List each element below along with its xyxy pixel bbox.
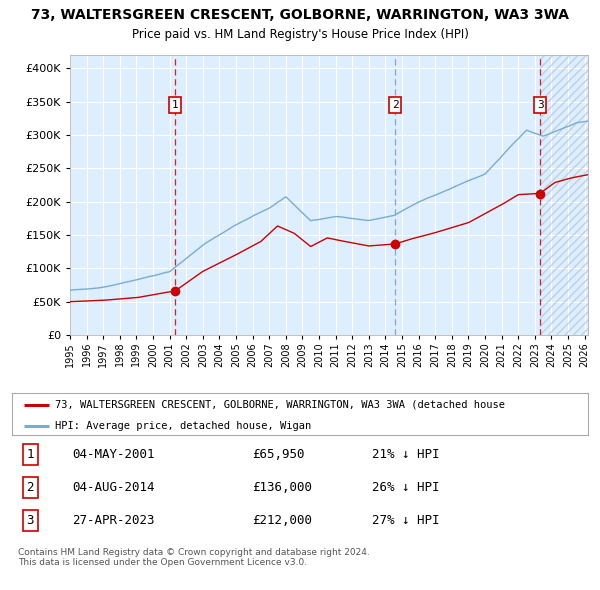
- Text: 26% ↓ HPI: 26% ↓ HPI: [372, 481, 439, 494]
- Text: 04-AUG-2014: 04-AUG-2014: [72, 481, 155, 494]
- Text: 3: 3: [26, 514, 34, 527]
- Text: Contains HM Land Registry data © Crown copyright and database right 2024.
This d: Contains HM Land Registry data © Crown c…: [18, 548, 370, 568]
- Text: 3: 3: [537, 100, 544, 110]
- Text: 21% ↓ HPI: 21% ↓ HPI: [372, 448, 439, 461]
- Text: Price paid vs. HM Land Registry's House Price Index (HPI): Price paid vs. HM Land Registry's House …: [131, 28, 469, 41]
- Text: £212,000: £212,000: [252, 514, 312, 527]
- Text: 73, WALTERSGREEN CRESCENT, GOLBORNE, WARRINGTON, WA3 3WA: 73, WALTERSGREEN CRESCENT, GOLBORNE, WAR…: [31, 8, 569, 22]
- Text: 27-APR-2023: 27-APR-2023: [72, 514, 155, 527]
- Text: 1: 1: [172, 100, 179, 110]
- Text: HPI: Average price, detached house, Wigan: HPI: Average price, detached house, Wiga…: [55, 421, 311, 431]
- Text: £65,950: £65,950: [252, 448, 305, 461]
- Text: £136,000: £136,000: [252, 481, 312, 494]
- Text: 73, WALTERSGREEN CRESCENT, GOLBORNE, WARRINGTON, WA3 3WA (detached house: 73, WALTERSGREEN CRESCENT, GOLBORNE, WAR…: [55, 400, 505, 410]
- Text: 04-MAY-2001: 04-MAY-2001: [72, 448, 155, 461]
- Text: 2: 2: [26, 481, 34, 494]
- Text: 1: 1: [26, 448, 34, 461]
- Text: 2: 2: [392, 100, 398, 110]
- Text: 27% ↓ HPI: 27% ↓ HPI: [372, 514, 439, 527]
